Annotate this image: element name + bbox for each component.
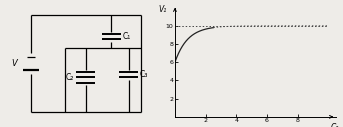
Text: V: V — [12, 59, 17, 68]
Text: C₃: C₃ — [330, 123, 339, 127]
Text: C₃: C₃ — [140, 70, 148, 79]
Text: C₂: C₂ — [66, 73, 74, 82]
Text: C₁: C₁ — [123, 32, 131, 41]
Text: V₁: V₁ — [158, 5, 167, 14]
